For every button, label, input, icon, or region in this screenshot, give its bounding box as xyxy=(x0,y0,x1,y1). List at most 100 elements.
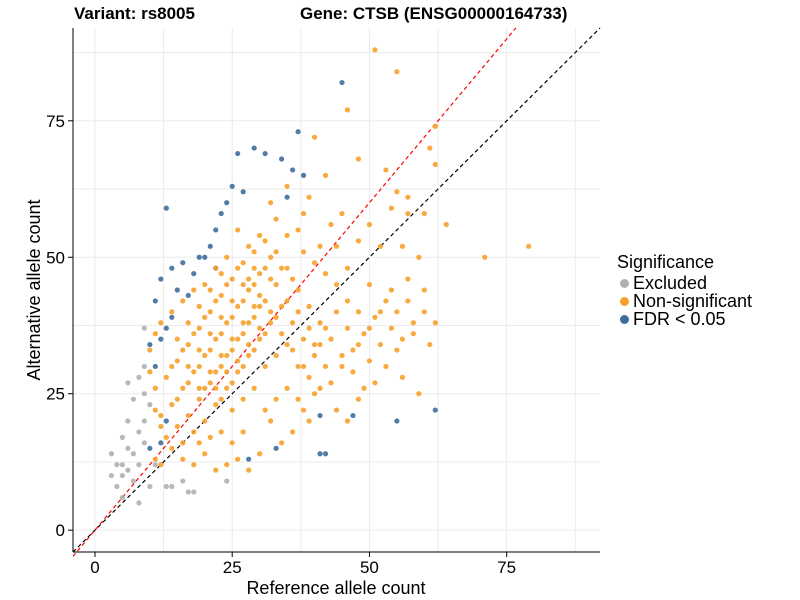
point-non-significant xyxy=(284,265,290,271)
point-non-significant xyxy=(213,336,219,342)
point-non-significant xyxy=(317,341,323,348)
point-non-significant xyxy=(344,418,351,424)
point-non-significant xyxy=(202,418,208,424)
reference-line-identity xyxy=(72,27,601,553)
point-non-significant xyxy=(196,440,202,446)
point-non-significant xyxy=(311,134,318,140)
point-non-significant xyxy=(196,347,202,353)
point-non-significant xyxy=(405,194,411,200)
point-excluded xyxy=(136,429,142,435)
point-non-significant xyxy=(279,303,285,309)
point-non-significant xyxy=(251,281,257,288)
point-non-significant xyxy=(240,396,246,402)
point-non-significant xyxy=(202,281,208,288)
point-non-significant xyxy=(333,309,340,315)
point-non-significant xyxy=(268,320,274,326)
point-non-significant xyxy=(339,352,345,359)
y-tick-label: 0 xyxy=(56,521,65,540)
point-non-significant xyxy=(289,320,296,326)
point-non-significant xyxy=(306,303,312,309)
point-non-significant xyxy=(284,341,290,348)
point-non-significant xyxy=(191,429,197,435)
point-non-significant xyxy=(262,298,268,304)
point-fdr-0-05 xyxy=(202,254,208,260)
axes xyxy=(72,28,600,553)
x-tick-label: 0 xyxy=(90,558,99,577)
point-non-significant xyxy=(300,210,307,217)
point-non-significant xyxy=(388,325,394,331)
point-non-significant xyxy=(251,314,257,320)
x-axis-label: Reference allele count xyxy=(246,578,425,598)
point-excluded xyxy=(108,472,115,479)
point-non-significant xyxy=(240,429,246,435)
point-non-significant xyxy=(388,287,394,293)
point-fdr-0-05 xyxy=(213,227,219,233)
point-non-significant xyxy=(240,331,246,337)
point-excluded xyxy=(114,483,120,490)
point-non-significant xyxy=(344,265,351,271)
point-non-significant xyxy=(235,336,241,342)
point-non-significant xyxy=(366,281,373,288)
point-non-significant xyxy=(180,385,186,391)
point-non-significant xyxy=(191,287,197,293)
point-non-significant xyxy=(191,462,197,468)
point-excluded xyxy=(147,483,153,490)
point-non-significant xyxy=(229,314,235,320)
gene-title: Gene: CTSB (ENSG00000164733) xyxy=(300,4,568,23)
point-non-significant xyxy=(416,254,422,260)
point-fdr-0-05 xyxy=(251,145,257,151)
point-non-significant xyxy=(311,260,318,266)
point-non-significant xyxy=(207,287,213,293)
point-fdr-0-05 xyxy=(289,167,296,173)
point-non-significant xyxy=(229,336,235,342)
point-non-significant xyxy=(229,380,235,386)
legend-swatch-excluded xyxy=(620,278,629,288)
point-fdr-0-05 xyxy=(218,210,224,217)
point-non-significant xyxy=(383,167,389,173)
point-excluded xyxy=(108,451,115,457)
point-non-significant xyxy=(185,412,191,419)
point-non-significant xyxy=(482,254,488,260)
point-non-significant xyxy=(355,309,362,315)
point-fdr-0-05 xyxy=(169,265,175,271)
point-non-significant xyxy=(355,156,362,162)
point-non-significant xyxy=(355,396,362,402)
point-excluded xyxy=(136,462,142,468)
point-non-significant xyxy=(229,298,235,304)
point-non-significant xyxy=(339,363,345,370)
point-non-significant xyxy=(257,325,263,331)
legend-item-non-significant: Non-significant xyxy=(617,291,752,311)
point-non-significant xyxy=(405,276,411,282)
point-non-significant xyxy=(158,423,164,430)
point-non-significant xyxy=(300,363,307,370)
point-excluded xyxy=(169,483,175,490)
point-non-significant xyxy=(289,429,296,435)
point-non-significant xyxy=(246,276,252,282)
point-non-significant xyxy=(300,336,307,342)
point-non-significant xyxy=(147,369,153,375)
point-non-significant xyxy=(152,407,158,413)
point-non-significant xyxy=(322,172,329,178)
point-non-significant xyxy=(240,320,246,326)
point-excluded xyxy=(141,325,147,331)
point-fdr-0-05 xyxy=(152,363,158,370)
point-non-significant xyxy=(196,363,202,370)
point-non-significant xyxy=(410,320,416,326)
point-non-significant xyxy=(224,352,230,359)
legend-item-excluded: Excluded xyxy=(617,273,752,293)
point-non-significant xyxy=(295,309,301,315)
point-fdr-0-05 xyxy=(240,189,246,195)
point-non-significant xyxy=(191,369,197,375)
point-non-significant xyxy=(196,303,202,309)
point-non-significant xyxy=(185,320,191,326)
point-non-significant xyxy=(224,254,230,260)
point-non-significant xyxy=(207,309,213,315)
point-non-significant xyxy=(158,320,164,326)
point-non-significant xyxy=(328,380,334,386)
point-non-significant xyxy=(311,341,318,348)
point-non-significant xyxy=(240,260,246,266)
point-non-significant xyxy=(174,358,180,364)
point-non-significant xyxy=(213,467,219,473)
reference-line-fitted xyxy=(72,27,517,557)
